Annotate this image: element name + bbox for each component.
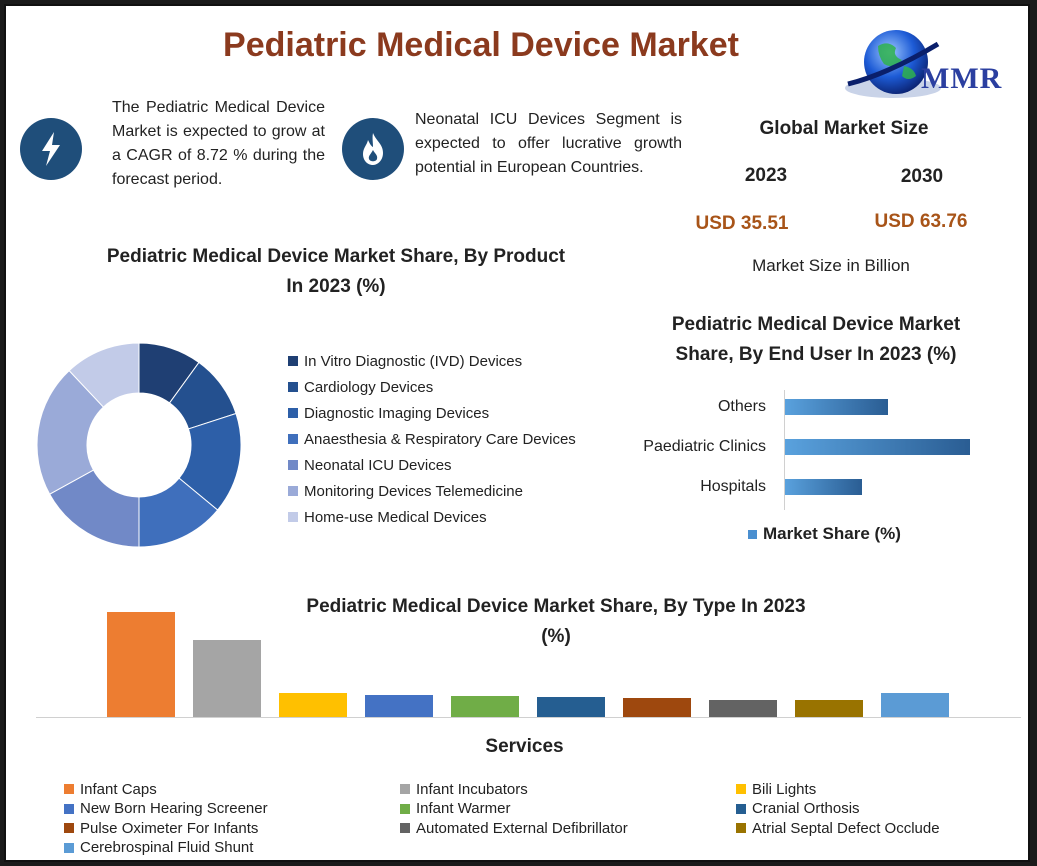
legend-swatch: [288, 460, 298, 470]
enduser-legend-label: Market Share (%): [763, 524, 901, 543]
year-2023: 2023: [744, 165, 788, 186]
legend-swatch: [736, 803, 746, 814]
type-legend-item: Pulse Oximeter For Infants: [64, 818, 258, 838]
legend-swatch: [64, 823, 74, 833]
product-donut-chart: [36, 342, 242, 548]
icu-text: Neonatal ICU Devices Segment is expected…: [415, 111, 682, 176]
legend-swatch: [288, 486, 298, 496]
legend-swatch: [64, 784, 74, 794]
legend-swatch: [288, 356, 298, 366]
product-legend-item: Cardiology Devices: [288, 374, 618, 400]
legend-swatch: [288, 512, 298, 522]
type-legend-item: Bili Lights: [736, 779, 816, 799]
type-bar: [193, 640, 261, 717]
logo-text: MMR: [921, 62, 1003, 95]
legend-swatch: [64, 803, 74, 814]
type-bar: [365, 694, 433, 717]
type-legend-item: Cerebrospinal Fluid Shunt: [64, 838, 253, 858]
legend-swatch: [288, 382, 298, 392]
type-bar: [107, 612, 175, 717]
enduser-bar: [784, 479, 863, 495]
legend-swatch: [400, 823, 410, 833]
value-2023: USD 35.51: [695, 213, 789, 234]
legend-swatch: [400, 784, 410, 794]
legend-label: Neonatal ICU Devices: [304, 456, 452, 474]
year-2030: 2030: [900, 166, 944, 187]
legend-label: Home-use Medical Devices: [304, 508, 487, 526]
type-legend-item: Infant Incubators: [400, 779, 528, 799]
type-legend-item: New Born Hearing Screener: [64, 799, 268, 819]
legend-label: Infant Warmer: [416, 800, 511, 817]
legend-swatch: [736, 823, 746, 833]
legend-swatch: [736, 784, 746, 794]
type-legend-item: Atrial Septal Defect Occlude: [736, 818, 940, 838]
legend-label: Cranial Orthosis: [752, 800, 860, 817]
type-legend-item: Infant Warmer: [400, 799, 510, 819]
legend-swatch: [288, 434, 298, 444]
product-legend-item: Home-use Medical Devices: [288, 504, 618, 530]
enduser-legend-swatch: [748, 529, 757, 539]
type-bar: [537, 697, 605, 717]
type-legend-item: Infant Caps: [64, 779, 157, 799]
legend-swatch: [64, 842, 74, 853]
enduser-category-label: Hospitals: [700, 478, 766, 495]
cagr-text: The Pediatric Medical Device Market is e…: [112, 99, 325, 188]
mmr-logo: [845, 30, 941, 98]
type-chart-title: Pediatric Medical Device Market Share, B…: [306, 596, 806, 647]
legend-label: Anaesthesia & Respiratory Care Devices: [304, 430, 576, 448]
page-title: Pediatric Medical Device Market: [223, 26, 739, 64]
legend-label: Pulse Oximeter For Infants: [80, 819, 259, 837]
type-bar: [451, 696, 519, 717]
type-bar: [795, 700, 863, 717]
type-bar: [279, 692, 347, 717]
legend-label: Monitoring Devices Telemedicine: [304, 482, 523, 500]
enduser-category-label: Paediatric Clinics: [643, 438, 766, 455]
type-bar: [709, 699, 777, 717]
legend-label: Atrial Septal Defect Occlude: [752, 819, 940, 837]
market-size-note: Market Size in Billion: [752, 256, 910, 275]
market-size-title: Global Market Size: [759, 118, 929, 139]
product-legend: In Vitro Diagnostic (IVD) Devices Cardiol…: [288, 348, 618, 530]
lightning-icon: [20, 118, 82, 180]
type-legend-item: Cranial Orthosis: [736, 799, 860, 819]
type-bar-chart: [36, 602, 1021, 717]
type-chart-xlabel: Services: [485, 736, 564, 757]
enduser-chart-title: Pediatric Medical Device Market Share, B…: [671, 314, 961, 365]
legend-label: Bili Lights: [752, 780, 817, 798]
type-chart-axis: [36, 717, 1021, 718]
infographic-card: Pediatric Medical Device Market MMR The …: [4, 4, 1030, 862]
enduser-bar: [784, 439, 970, 455]
legend-swatch: [288, 408, 298, 418]
enduser-bar: [784, 399, 889, 415]
type-legend-item: Automated External Defibrillator: [400, 818, 628, 838]
enduser-category-label: Others: [717, 398, 766, 415]
legend-label: In Vitro Diagnostic (IVD) Devices: [304, 352, 523, 370]
legend-label: Infant Caps: [80, 780, 157, 798]
product-chart-title: Pediatric Medical Device Market Share, B…: [106, 246, 566, 297]
product-legend-item: Monitoring Devices Telemedicine: [288, 478, 618, 504]
legend-label: Infant Incubators: [416, 780, 528, 798]
value-2030: USD 63.76: [874, 211, 968, 232]
enduser-legend: Market Share (%): [748, 524, 901, 544]
legend-label: Diagnostic Imaging Devices: [304, 404, 490, 422]
product-legend-item: Anaesthesia & Respiratory Care Devices: [288, 426, 618, 452]
product-legend-item: Diagnostic Imaging Devices: [288, 400, 618, 426]
legend-swatch: [400, 803, 410, 814]
enduser-axis: [784, 390, 785, 510]
type-bar: [623, 698, 691, 717]
legend-label: Cerebrospinal Fluid Shunt: [80, 839, 254, 856]
legend-label: New Born Hearing Screener: [80, 800, 268, 817]
product-legend-item: In Vitro Diagnostic (IVD) Devices: [288, 348, 618, 374]
type-bar: [881, 692, 949, 717]
donut-slice-7: [68, 342, 140, 408]
enduser-bar-chart: Others Paediatric Clinics Hospitals: [606, 390, 1026, 516]
flame-icon: [342, 118, 404, 180]
legend-label: Automated External Defibrillator: [416, 819, 628, 837]
legend-label: Cardiology Devices: [304, 378, 434, 396]
product-legend-item: Neonatal ICU Devices: [288, 452, 618, 478]
